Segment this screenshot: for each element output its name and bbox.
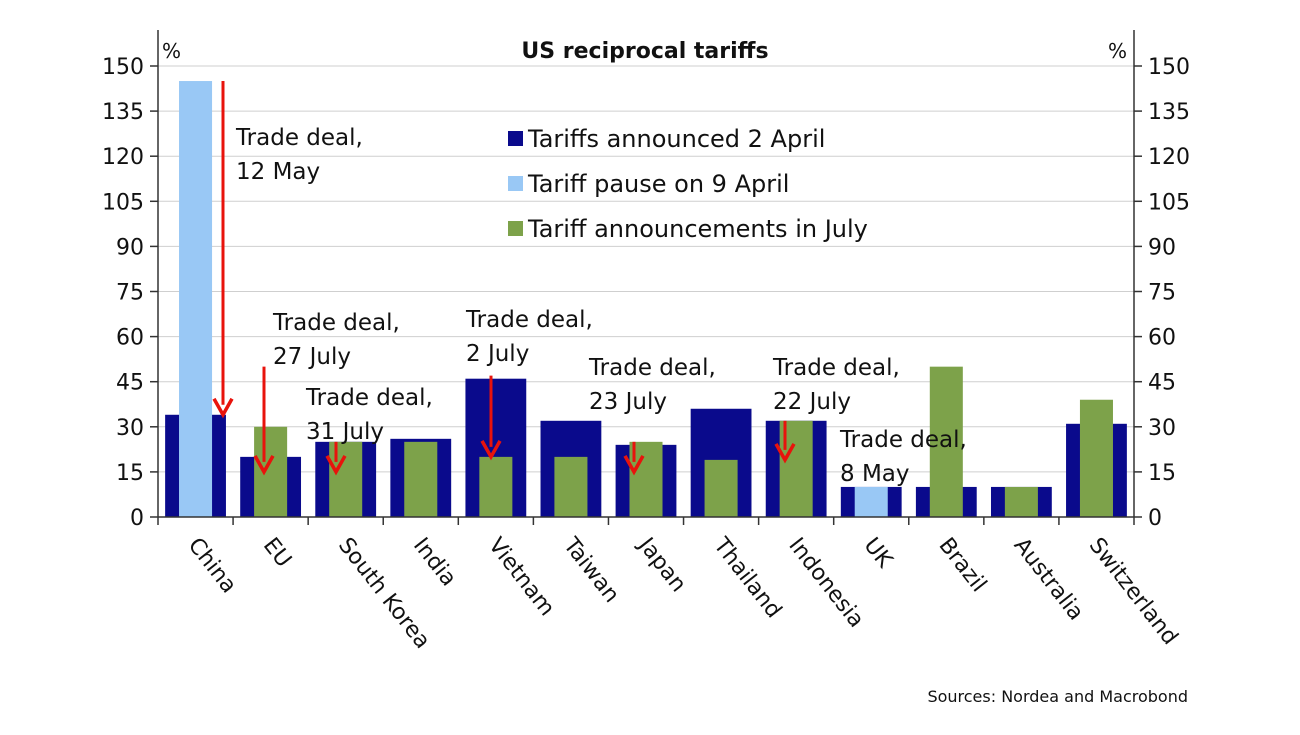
left-tick-label: 30 [116, 416, 144, 441]
annotation-arrowhead [480, 440, 502, 461]
annotation-text: Trade deal, [272, 310, 400, 336]
legend-label: Tariff announcements in July [527, 215, 868, 243]
left-tick-label: 135 [102, 100, 144, 125]
bars [165, 81, 1127, 518]
category-label: Australia [1009, 533, 1089, 625]
annotation-text: Trade deal, [588, 355, 716, 381]
annotation-arrowhead [212, 397, 234, 419]
annotation-text: 22 July [773, 389, 851, 415]
bar-july [554, 456, 588, 517]
annotation-text: Trade deal, [772, 355, 900, 381]
left-tick-label: 15 [116, 461, 144, 486]
annotation-text: 31 July [306, 419, 384, 445]
category-label: Brazil [934, 533, 992, 597]
annotation-arrowhead [774, 443, 796, 464]
left-tick-label: 0 [130, 506, 144, 531]
source-note: Sources: Nordea and Macrobond [927, 687, 1188, 706]
right-unit-label: % [1108, 39, 1127, 63]
annotations: Trade deal, 12 May Trade deal, 27 July Trade… [212, 81, 967, 487]
bar-july [929, 366, 963, 517]
annotation-text: 23 July [589, 389, 667, 415]
bar-july [1079, 399, 1113, 517]
right-tick-label: 90 [1148, 235, 1176, 260]
category-label: EU [258, 533, 296, 572]
bar-july [254, 426, 288, 517]
bar-april-9 [179, 81, 213, 518]
left-tick-label: 45 [116, 371, 144, 396]
gridlines [158, 65, 1134, 473]
category-label: China [183, 533, 241, 598]
axes: 0 0 15 15 30 30 45 45 60 60 75 75 90 90 105 105 120 120 13… [102, 30, 1190, 654]
left-tick-label: 105 [102, 190, 144, 215]
annotation-text: Trade deal, [839, 427, 967, 453]
right-tick-label: 135 [1148, 100, 1190, 125]
legend-swatch [508, 221, 523, 236]
annotation-arrowhead [325, 455, 347, 476]
annotation-text: Trade deal, [305, 385, 433, 411]
right-tick-label: 75 [1148, 281, 1176, 306]
left-tick-label: 90 [116, 235, 144, 260]
annotation-text: 27 July [273, 344, 351, 370]
annotation-text: 8 May [840, 461, 910, 487]
right-tick-label: 0 [1148, 506, 1162, 531]
bar-july [329, 441, 363, 517]
chart-title: US reciprocal tariffs [521, 39, 768, 64]
bar-july [479, 456, 513, 517]
right-tick-label: 45 [1148, 371, 1176, 396]
bar-april-9 [854, 486, 888, 517]
bar-july [404, 441, 438, 517]
legend-label: Tariff pause on 9 April [527, 170, 789, 198]
category-label: Indonesia [783, 533, 868, 632]
annotation-text: Trade deal, [465, 307, 593, 333]
right-tick-label: 60 [1148, 326, 1176, 351]
right-tick-label: 15 [1148, 461, 1176, 486]
category-label: India [408, 533, 461, 591]
bar-july [1004, 486, 1038, 517]
right-tick-label: 105 [1148, 190, 1190, 215]
right-tick-label: 30 [1148, 416, 1176, 441]
category-label: Switzerland [1084, 533, 1183, 650]
category-label: UK [859, 533, 898, 573]
bar-july [704, 459, 738, 517]
category-label: Vietnam [483, 533, 559, 621]
legend-swatch [508, 176, 523, 191]
right-tick-label: 150 [1148, 55, 1190, 80]
category-label: Taiwan [558, 533, 624, 608]
left-tick-label: 150 [102, 55, 144, 80]
left-tick-label: 60 [116, 326, 144, 351]
annotation-text: 12 May [236, 159, 320, 185]
left-tick-label: 75 [116, 281, 144, 306]
category-label: Thailand [708, 533, 786, 624]
annotation-text: Trade deal, [235, 125, 363, 151]
legend: Tariffs announced 2 April Tariff pause on… [508, 125, 868, 243]
left-unit-label: % [162, 39, 181, 63]
annotation-arrowhead [623, 455, 645, 476]
category-label: Japan [632, 532, 691, 597]
right-tick-label: 120 [1148, 145, 1190, 170]
annotation-text: 2 July [466, 341, 529, 367]
legend-label: Tariffs announced 2 April [527, 125, 825, 153]
legend-swatch [508, 131, 523, 146]
left-tick-label: 120 [102, 145, 144, 170]
annotation-arrowhead [253, 455, 275, 476]
